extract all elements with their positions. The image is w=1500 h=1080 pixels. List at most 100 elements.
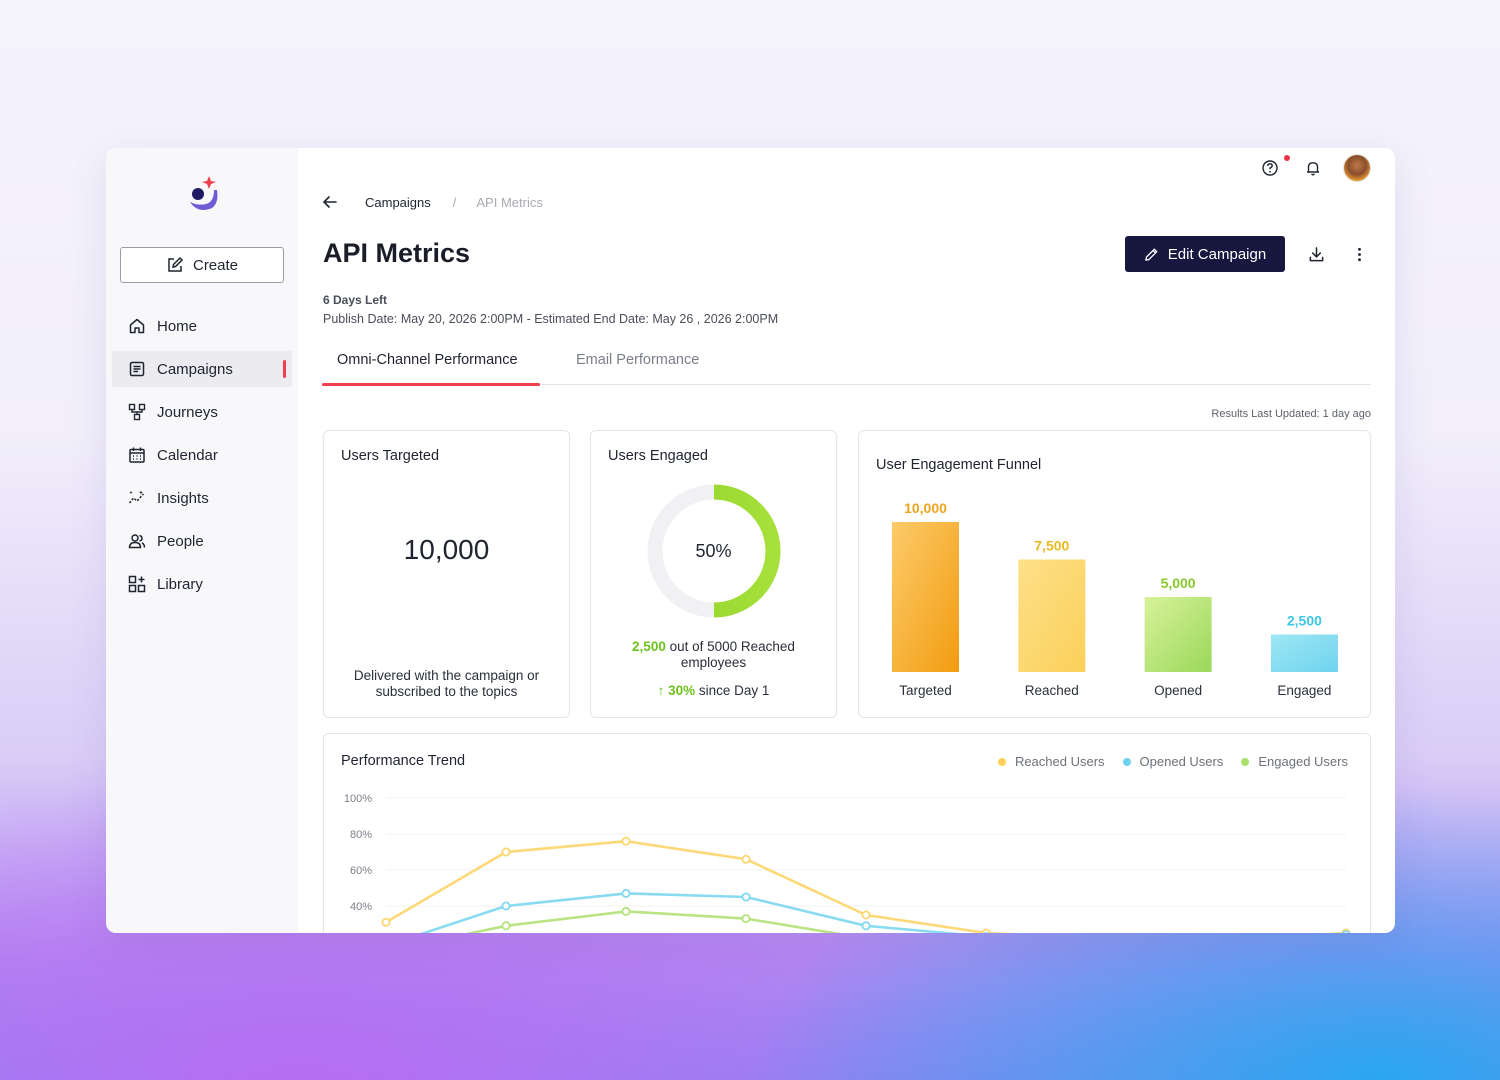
notification-dot: [1284, 155, 1290, 161]
active-tab-indicator: [322, 383, 540, 386]
legend-label: Reached Users: [1014, 754, 1105, 769]
tab-email[interactable]: Email Performance: [576, 352, 700, 368]
funnel-bar-opened: [1144, 597, 1212, 672]
users-engaged-card: Users Engaged 50% 2,500 out of 5000 Reac…: [590, 430, 837, 718]
sidebar-item-insights[interactable]: Insights: [112, 480, 292, 516]
y-tick-label: 80%: [350, 829, 372, 841]
create-label: Create: [192, 256, 239, 274]
edit-campaign-label: Edit Campaign: [1167, 245, 1267, 263]
funnel-bar-engaged: [1270, 634, 1338, 672]
reached-summary: 2,500 out of 5000 Reached employees: [611, 639, 816, 671]
chart-title: User Engagement Funnel: [876, 457, 1042, 473]
breadcrumb-current: API Metrics: [476, 194, 543, 210]
performance-trend-card: Performance Trend Reached Users Opened U…: [323, 733, 1371, 933]
back-arrow-icon[interactable]: [322, 194, 338, 210]
help-icon[interactable]: [1260, 158, 1280, 178]
sidebar-item-label: Campaigns: [157, 360, 233, 378]
library-icon: [128, 575, 146, 593]
series-point: [741, 892, 751, 902]
funnel-category-label: Targeted: [899, 683, 952, 698]
sidebar-item-label: People: [157, 532, 204, 550]
engagement-funnel-card: User Engagement Funnel 10,000 Targeted 7,5…: [858, 430, 1371, 718]
breadcrumb-campaigns-link[interactable]: Campaigns: [365, 194, 431, 210]
user-avatar[interactable]: [1343, 154, 1371, 182]
sidebar-nav: Home Campaigns Journeys: [112, 308, 292, 609]
bell-icon[interactable]: [1303, 158, 1323, 178]
chart-legend: Reached Users Opened Users Engaged Users: [997, 754, 1348, 769]
funnel-category-label: Opened: [1154, 683, 1202, 698]
series-point: [501, 921, 511, 931]
more-vertical-icon: [1357, 247, 1361, 261]
funnel-value-label: 7,500: [1034, 538, 1069, 554]
trend-chart: 100% 80% 60% 40%: [344, 793, 1351, 933]
series-point: [501, 847, 511, 857]
breadcrumb-separator: /: [452, 194, 457, 210]
reached-text: out of 5000 Reached employees: [665, 639, 795, 670]
sidebar-item-library[interactable]: Library: [112, 566, 292, 602]
more-options-button[interactable]: [1349, 244, 1369, 264]
legend-item-reached: Reached Users: [997, 754, 1105, 769]
sidebar-item-label: Insights: [157, 489, 209, 507]
funnel-chart: 10,000 Targeted 7,500 Reached 5,000 Opened 2,5…: [892, 500, 1338, 698]
tab-bar: Omni-Channel Performance Email Performan…: [322, 348, 1371, 386]
y-tick-label: 40%: [350, 901, 372, 913]
funnel-category-label: Engaged: [1277, 683, 1331, 698]
series-point: [861, 921, 871, 931]
page-title: API Metrics: [323, 238, 471, 268]
sidebar-item-calendar[interactable]: Calendar: [112, 437, 292, 473]
reached-value: 2,500: [632, 639, 666, 654]
funnel-value-label: 5,000: [1161, 575, 1196, 591]
growth-value: 30%: [668, 683, 696, 698]
create-button[interactable]: Create: [120, 247, 284, 283]
series-point: [381, 917, 391, 927]
sidebar-item-label: Library: [157, 575, 203, 593]
funnel-bar-targeted: [892, 522, 959, 672]
download-button[interactable]: [1306, 244, 1326, 264]
users-targeted-card: Users Targeted 10,000 Delivered with the…: [323, 430, 570, 718]
days-left: 6 Days Left: [323, 293, 388, 307]
home-icon: [129, 318, 145, 334]
sidebar-item-campaigns[interactable]: Campaigns: [112, 351, 292, 387]
tab-omni-channel[interactable]: Omni-Channel Performance: [337, 352, 518, 368]
legend-item-opened: Opened Users: [1122, 754, 1224, 769]
series-point: [861, 910, 871, 920]
series-point: [501, 901, 511, 911]
series-point: [741, 914, 751, 924]
growth-text: since Day 1: [695, 683, 770, 698]
calendar-icon: [129, 447, 145, 463]
series-point: [621, 888, 631, 898]
compose-icon: [168, 256, 184, 272]
edit-campaign-button[interactable]: Edit Campaign: [1125, 236, 1285, 272]
legend-label: Engaged Users: [1258, 754, 1348, 769]
main-content: Campaigns / API Metrics API Metrics Edit…: [298, 148, 1395, 933]
funnel-value-label: 2,500: [1287, 613, 1322, 629]
funnel-bar-reached: [1018, 559, 1086, 672]
donut-percent-label: 50%: [695, 541, 732, 561]
funnel-category-label: Reached: [1025, 683, 1079, 698]
sidebar-item-home[interactable]: Home: [112, 308, 292, 344]
sidebar-item-label: Calendar: [157, 446, 218, 464]
donut-progress-arc: [647, 484, 781, 618]
sidebar: Create Home Campaigns: [106, 148, 298, 933]
breadcrumb: Campaigns / API Metrics: [322, 194, 543, 210]
series-point: [621, 906, 631, 916]
journeys-icon: [128, 403, 146, 421]
series-point: [621, 836, 631, 846]
users-targeted-value: 10,000: [403, 534, 490, 565]
legend-dot: [1122, 757, 1131, 766]
legend-label: Opened Users: [1139, 754, 1224, 769]
campaigns-icon: [129, 361, 145, 377]
y-tick-label: 60%: [350, 865, 372, 877]
legend-item-engaged: Engaged Users: [1241, 754, 1348, 769]
legend-dot: [1241, 757, 1250, 766]
results-updated: Results Last Updated: 1 day ago: [1211, 408, 1371, 420]
series-point: [741, 854, 751, 864]
engagement-donut: [647, 484, 781, 618]
pencil-icon: [1145, 248, 1158, 261]
sidebar-item-journeys[interactable]: Journeys: [112, 394, 292, 430]
brand-logo: [190, 176, 218, 210]
sidebar-item-people[interactable]: People: [112, 523, 292, 559]
people-icon: [128, 534, 146, 549]
y-tick-label: 100%: [344, 793, 372, 805]
series-line-engaged-users: [465, 910, 842, 933]
